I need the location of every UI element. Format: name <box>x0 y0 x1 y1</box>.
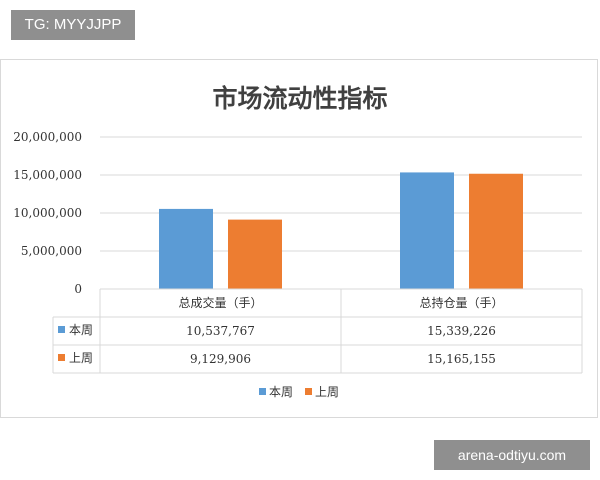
y-tick-label: 20,000,000 <box>13 130 82 144</box>
data-label: 15,165,155 <box>427 352 496 366</box>
watermark-bottom: arena-odtiyu.com <box>434 440 590 470</box>
x-category-label: 总成交量（手） <box>178 295 262 310</box>
chart-title: 市场流动性指标 <box>212 84 387 113</box>
legend-swatch <box>305 388 312 395</box>
data-table: 总成交量（手） 总持仓量（手） 本周 10,537,767 15,339,226 上周 9,… <box>52 288 583 374</box>
table-series-name: 本周 <box>69 323 93 337</box>
bar <box>228 219 282 289</box>
bar <box>159 208 213 289</box>
bars <box>159 172 523 289</box>
data-label: 15,339,226 <box>427 324 496 338</box>
y-axis-ticks: 0 5,000,000 10,000,000 15,000,000 20,000,000 <box>13 130 82 296</box>
legend-label: 本周 <box>269 385 293 399</box>
data-label: 9,129,906 <box>190 352 251 366</box>
y-tick-label: 10,000,000 <box>13 206 82 220</box>
y-tick-label: 15,000,000 <box>13 168 82 182</box>
x-category-label: 总持仓量（手） <box>419 295 503 310</box>
table-series-key <box>58 354 65 361</box>
legend: 本周 上周 <box>259 385 339 399</box>
y-tick-label: 5,000,000 <box>21 244 82 258</box>
bar <box>400 172 454 289</box>
data-label: 10,537,767 <box>186 324 255 338</box>
watermark-top: TG: MYYJJPP <box>11 10 135 40</box>
bar <box>469 173 523 289</box>
table-series-key <box>58 326 65 333</box>
legend-label: 上周 <box>315 385 339 399</box>
table-series-name: 上周 <box>69 351 93 365</box>
y-tick-label: 0 <box>74 282 82 296</box>
legend-swatch <box>259 388 266 395</box>
